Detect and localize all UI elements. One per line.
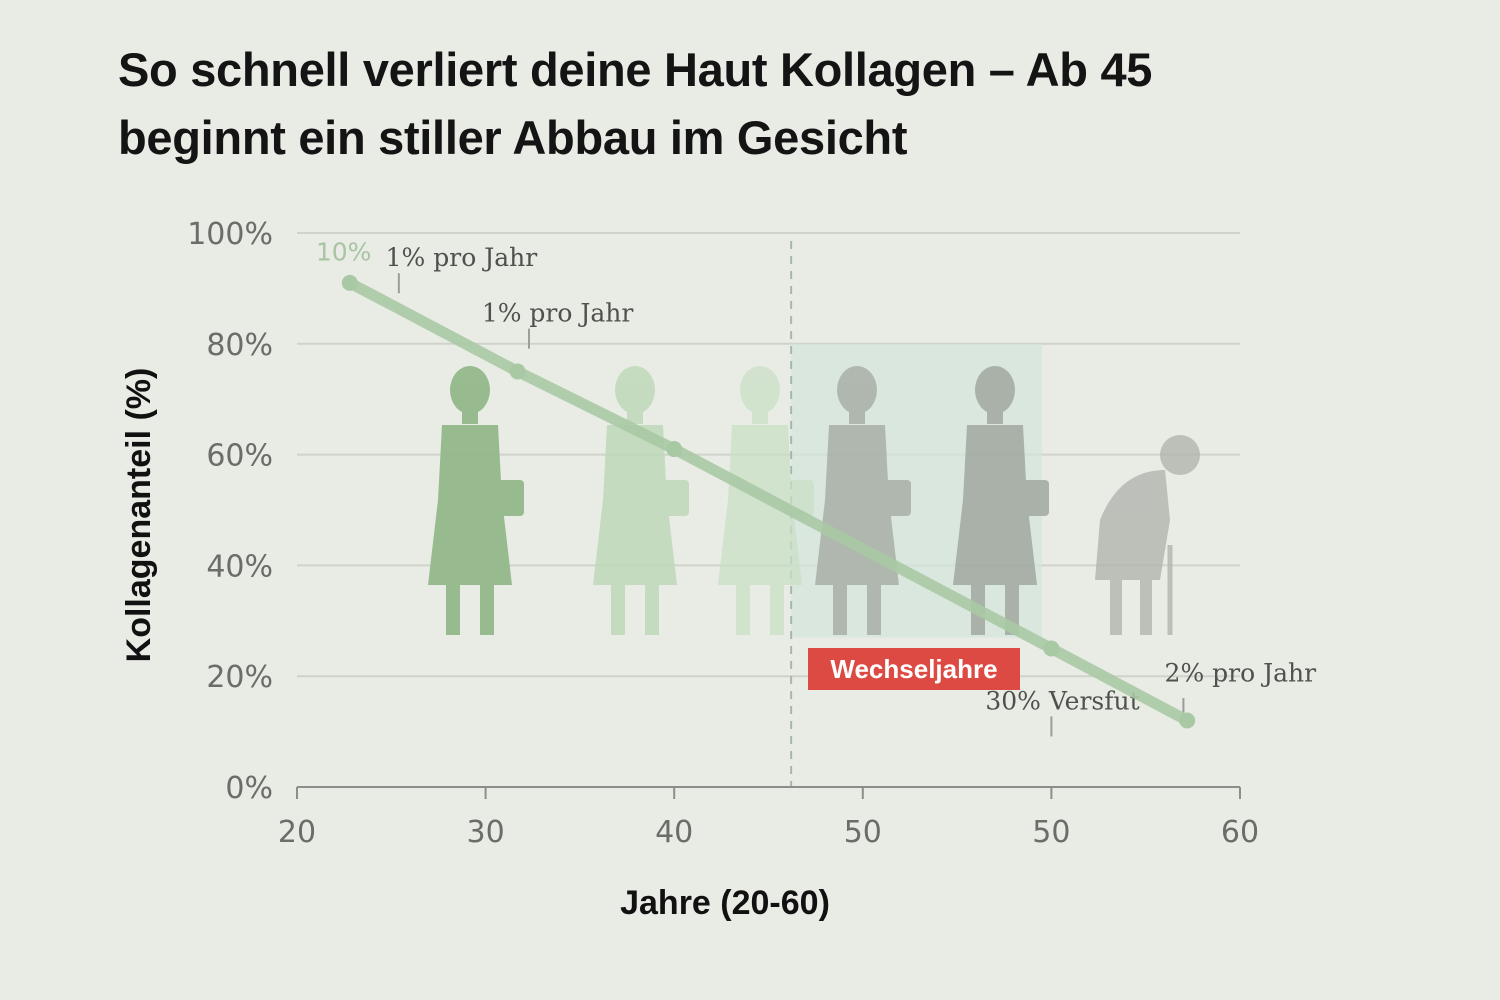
y-tick-label: 0% <box>225 771 273 806</box>
woman-silhouette-icon <box>593 366 689 635</box>
y-tick-label: 20% <box>206 660 273 695</box>
menopause-badge <box>808 648 1020 690</box>
data-point <box>1043 640 1060 657</box>
annotation-label: 1% pro Jahr <box>386 243 538 272</box>
woman-silhouette-icon <box>1095 435 1200 635</box>
annotation-label: 30% Versfut <box>985 686 1139 715</box>
axes <box>296 786 1241 799</box>
x-tick-label: 50 <box>1032 815 1070 850</box>
y-axis-label: Kollagenanteil (%) <box>120 368 158 663</box>
y-tick-label: 40% <box>206 549 273 584</box>
x-tick-label: 30 <box>467 815 505 850</box>
chart-title: So schnell verliert deine Haut Kollagen … <box>118 43 1153 164</box>
annotation-label: 10% <box>316 238 372 267</box>
woman-silhouette-icon <box>428 366 524 635</box>
woman-silhouette-icon <box>718 366 814 635</box>
data-point <box>341 274 358 291</box>
woman-silhouette-icon <box>815 366 911 635</box>
x-tick-label: 50 <box>844 815 882 850</box>
y-tick-label: 80% <box>206 328 273 363</box>
x-tick-label: 40 <box>655 815 693 850</box>
data-point <box>509 363 526 380</box>
annotation-label: 1% pro Jahr <box>482 299 634 328</box>
data-point <box>1179 712 1196 729</box>
x-tick-label: 60 <box>1221 815 1259 850</box>
annotation-label: 2% pro Jahr <box>1165 659 1317 688</box>
data-point <box>666 441 683 458</box>
x-tick-label: 20 <box>278 815 316 850</box>
x-axis-label: Jahre (20-60) <box>620 884 830 922</box>
menopause-label: Wechseljahre <box>830 654 997 684</box>
y-tick-label: 100% <box>187 217 273 252</box>
y-tick-label: 60% <box>206 439 273 474</box>
